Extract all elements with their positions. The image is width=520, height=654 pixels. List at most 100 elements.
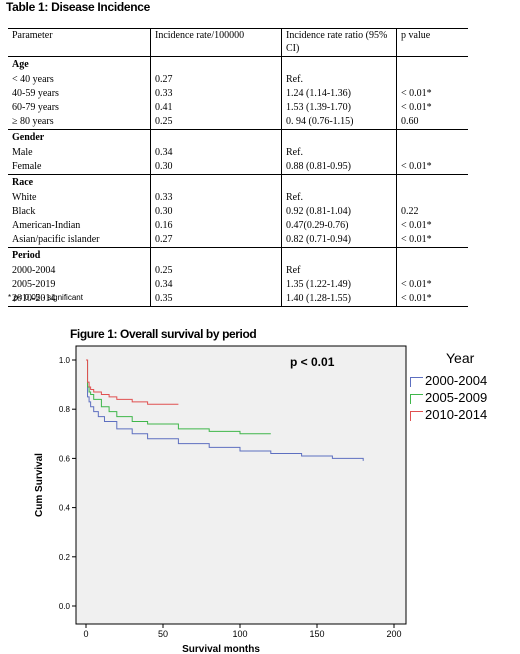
legend-item: 2010-2014 xyxy=(410,407,487,422)
row-p-value: < 0.01* xyxy=(396,292,468,307)
empty-cell xyxy=(396,247,468,264)
row-rate-ratio: 0. 94 (0.76-1.15) xyxy=(281,115,397,130)
empty-cell xyxy=(396,174,468,191)
row-rate-ratio: 0.82 (0.71-0.94) xyxy=(281,233,397,248)
legend-item: 2000-2004 xyxy=(410,373,487,388)
legend-label: 2005-2009 xyxy=(425,390,488,405)
y-tick-label: 0.0 xyxy=(59,602,71,611)
row-rate-ratio: Ref xyxy=(281,264,397,278)
row-label: 2005-2019 xyxy=(8,278,151,292)
header-incidence-rate: Incidence rate/100000 xyxy=(150,28,282,57)
row-rate-ratio: Ref. xyxy=(281,191,397,205)
y-tick-label: 0.4 xyxy=(59,504,71,513)
row-p-value: 0.22 xyxy=(401,206,419,217)
row-p-value xyxy=(397,146,469,160)
row-p-value xyxy=(397,264,469,278)
table-row: ≥ 80 years 0.25 0. 94 (0.76-1.15) 0.60 xyxy=(8,115,468,130)
row-rate-ratio: 0.92 (0.81-1.04) xyxy=(281,205,397,219)
row-p-value: < 0.01* xyxy=(401,88,432,99)
survival-curve-2000-2004 xyxy=(86,359,364,461)
header-p-value: p value xyxy=(396,28,468,57)
x-tick-label: 50 xyxy=(158,629,168,639)
legend-swatch xyxy=(410,376,423,387)
row-p-value xyxy=(397,73,469,87)
row-p-value: < 0.01* xyxy=(401,102,432,113)
row-label: Female xyxy=(8,160,151,175)
row-p-value: 0.60 xyxy=(401,116,419,127)
row-incidence-rate: 0.41 xyxy=(150,101,282,115)
empty-cell xyxy=(150,129,282,146)
table-row: 2005-2019 0.34 1.35 (1.22-1.49) < 0.01* xyxy=(8,278,468,292)
group-row: Race xyxy=(8,174,468,191)
table-footnote: * p< 0.05 - significant xyxy=(8,293,83,302)
legend-label: 2010-2014 xyxy=(425,407,488,422)
row-label: 60-79 years xyxy=(8,101,151,115)
row-incidence-rate: 0.25 xyxy=(150,264,282,278)
table-row: < 40 years 0.27 Ref. xyxy=(8,73,468,87)
row-incidence-rate: 0.27 xyxy=(150,233,282,248)
row-label: White xyxy=(8,191,151,205)
group-name: Race xyxy=(8,174,151,191)
legend-swatch xyxy=(410,393,423,404)
empty-cell xyxy=(396,129,468,146)
table-row: American-Indian 0.16 0.47(0.29-0.76) < 0.01… xyxy=(8,219,468,233)
row-label: Asian/pacific islander xyxy=(8,233,151,248)
table-row: 40-59 years 0.33 1.24 (1.14-1.36) < 0.01* xyxy=(8,87,468,101)
group-row: Age xyxy=(8,56,468,73)
row-rate-ratio: 1.53 (1.39-1.70) xyxy=(281,101,397,115)
row-p-value: < 0.01* xyxy=(401,279,432,290)
group-name: Age xyxy=(8,56,151,73)
row-p-value: < 0.01* xyxy=(401,161,432,172)
plot-area xyxy=(75,345,407,625)
row-label: American-Indian xyxy=(8,219,151,233)
table-title: Table 1: Disease Incidence xyxy=(6,0,151,14)
legend-item: 2005-2009 xyxy=(410,390,487,405)
row-label: 2000-2004 xyxy=(8,264,151,278)
row-rate-ratio: 0.88 (0.81-0.95) xyxy=(281,160,397,175)
row-rate-ratio: Ref. xyxy=(281,73,397,87)
group-name: Gender xyxy=(8,129,151,146)
empty-cell xyxy=(150,56,282,73)
row-incidence-rate: 0.34 xyxy=(150,146,282,160)
x-axis-label: Survival months xyxy=(182,644,260,654)
survival-curve-2010-2014 xyxy=(86,359,179,405)
x-tick-label: 0 xyxy=(83,629,88,639)
group-row: Period xyxy=(8,247,468,264)
row-incidence-rate: 0.33 xyxy=(150,191,282,205)
row-label: < 40 years xyxy=(8,73,151,87)
table-row: White 0.33 Ref. xyxy=(8,191,468,205)
table-row: Black 0.30 0.92 (0.81-1.04) 0.22 xyxy=(8,205,468,219)
row-incidence-rate: 0.30 xyxy=(150,160,282,175)
legend-title: Year xyxy=(446,350,475,366)
row-p-value: < 0.01* xyxy=(401,234,432,245)
row-incidence-rate: 0.34 xyxy=(150,278,282,292)
row-incidence-rate: 0.16 xyxy=(150,219,282,233)
row-incidence-rate: 0.35 xyxy=(150,292,282,307)
y-tick-label: 0.8 xyxy=(59,405,71,414)
row-label: ≥ 80 years xyxy=(8,115,151,130)
empty-cell xyxy=(281,174,397,191)
legend-label: 2000-2004 xyxy=(425,373,488,388)
row-p-value: < 0.01* xyxy=(401,220,432,231)
row-label: Black xyxy=(8,205,151,219)
row-incidence-rate: 0.27 xyxy=(150,73,282,87)
table-row: Asian/pacific islander 0.27 0.82 (0.71-0.9… xyxy=(8,233,468,248)
table-body: Age < 40 years 0.27 Ref. 40-59 years 0.33 1.24… xyxy=(8,56,469,307)
figure-title: Figure 1: Overall survival by period xyxy=(70,327,257,341)
empty-cell xyxy=(150,247,282,264)
incidence-table: Parameter Incidence rate/100000 Incidenc… xyxy=(8,28,468,307)
legend-swatch xyxy=(410,410,423,421)
row-rate-ratio: 1.24 (1.14-1.36) xyxy=(281,87,397,101)
survival-curve-2005-2009 xyxy=(86,359,271,435)
empty-cell xyxy=(281,56,397,73)
empty-cell xyxy=(396,56,468,73)
table-header-row: Parameter Incidence rate/100000 Incidenc… xyxy=(8,28,468,57)
row-label: 40-59 years xyxy=(8,87,151,101)
row-incidence-rate: 0.30 xyxy=(150,205,282,219)
row-label: 2010-2014 xyxy=(8,292,151,307)
table-row: 60-79 years 0.41 1.53 (1.39-1.70) < 0.01* xyxy=(8,101,468,115)
y-tick-label: 0.6 xyxy=(59,454,71,463)
header-rate-ratio: Incidence rate ratio (95% CI) xyxy=(281,28,397,57)
row-rate-ratio: 1.35 (1.22-1.49) xyxy=(281,278,397,292)
table-row: Male 0.34 Ref. xyxy=(8,146,468,160)
